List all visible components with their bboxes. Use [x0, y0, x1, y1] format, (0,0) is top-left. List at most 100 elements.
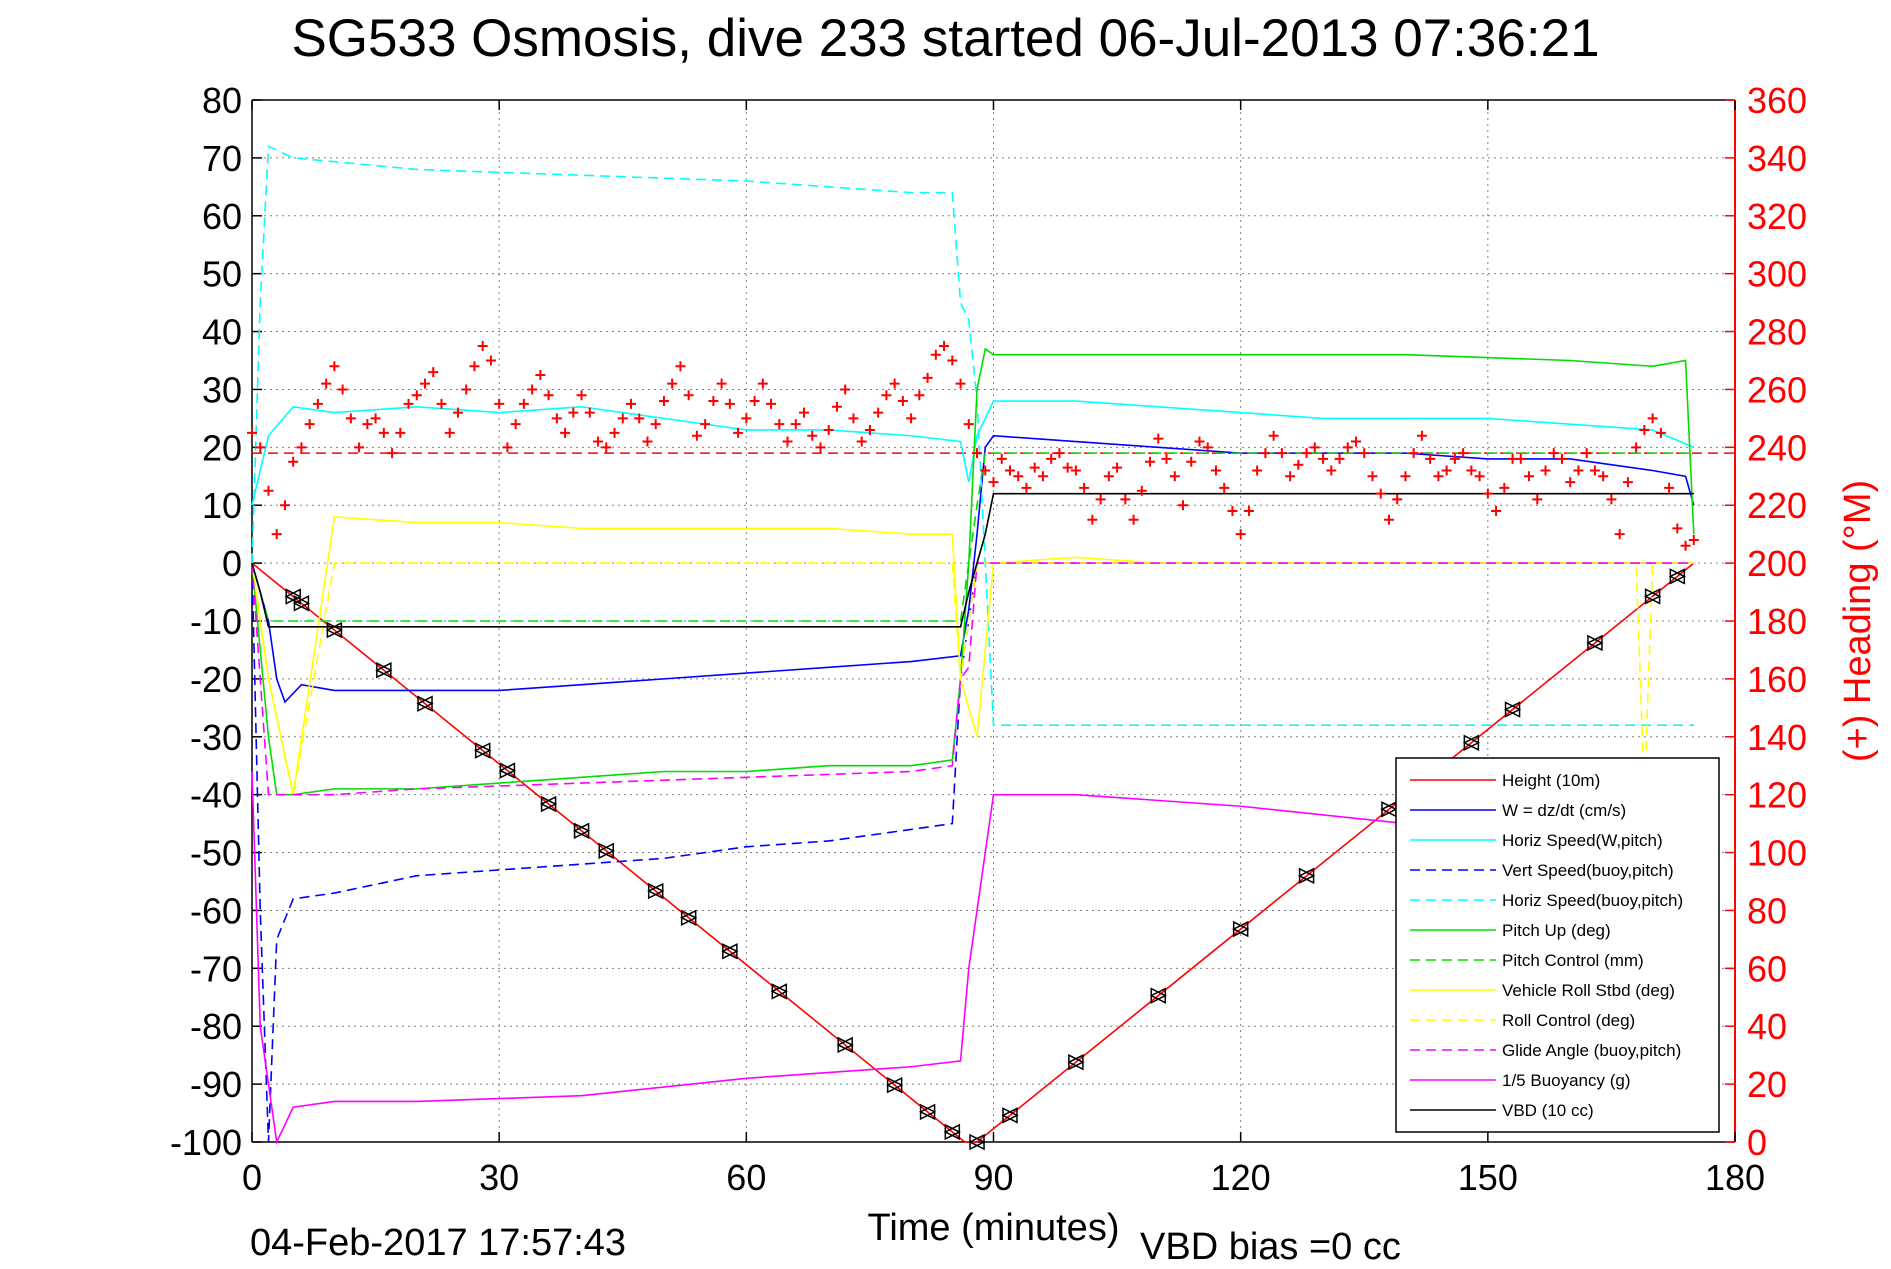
heading-point	[1672, 523, 1683, 534]
y-right-axis-label: (+) Heading (°M)	[1837, 480, 1879, 762]
series-line-11	[251, 771, 1406, 1145]
heading-point	[551, 413, 562, 424]
y-tick-label: -70	[190, 948, 242, 989]
heading-point	[873, 407, 884, 418]
heading-point	[1631, 442, 1642, 453]
heading-point	[1482, 488, 1493, 499]
heading-point	[543, 390, 554, 401]
heading-point	[1029, 462, 1040, 473]
height-marker	[1668, 568, 1687, 585]
y-right-tick-label: 180	[1747, 601, 1807, 642]
heading-point	[1416, 430, 1427, 441]
heading-point	[1606, 494, 1617, 505]
legend-label: Vehicle Roll Stbd (deg)	[1502, 981, 1675, 1000]
heading-point	[576, 390, 587, 401]
heading-point	[518, 398, 529, 409]
heading-point	[1054, 448, 1065, 459]
y-right-tick-label: 320	[1747, 196, 1807, 237]
heading-point	[288, 456, 299, 467]
heading-point	[568, 407, 579, 418]
heading-point	[1688, 534, 1699, 545]
height-marker	[721, 943, 739, 960]
heading-point	[1004, 465, 1015, 476]
heading-point	[279, 500, 290, 511]
heading-point	[1622, 477, 1633, 488]
y-right-tick-label: 280	[1747, 312, 1807, 353]
heading-point	[362, 419, 373, 430]
heading-point	[354, 442, 365, 453]
heading-point	[930, 349, 941, 360]
heading-point	[1128, 514, 1139, 525]
height-marker	[284, 588, 302, 605]
heading-point	[889, 378, 900, 389]
legend-label: VBD (10 cc)	[1502, 1101, 1594, 1120]
heading-point	[1103, 471, 1114, 482]
heading-point	[312, 398, 323, 409]
series-line-10	[251, 562, 1694, 796]
legend-label: Glide Angle (buoy,pitch)	[1502, 1041, 1681, 1060]
legend-label: W = dz/dt (cm/s)	[1502, 801, 1626, 820]
y-right-tick-label: 240	[1747, 427, 1807, 468]
heading-point	[906, 413, 917, 424]
heading-point	[444, 427, 455, 438]
heading-point	[766, 398, 777, 409]
y-tick-label: -20	[190, 659, 242, 700]
series-line-9	[251, 562, 1694, 795]
height-marker	[918, 1103, 937, 1121]
heading-point	[1285, 471, 1296, 482]
heading-point	[1680, 540, 1691, 551]
y-right-tick-label: 260	[1747, 369, 1807, 410]
y-tick-label: -30	[190, 717, 242, 758]
x-tick-label: 0	[242, 1157, 262, 1198]
heading-point	[675, 361, 686, 372]
heading-point	[296, 442, 307, 453]
y-right-tick-label: 100	[1747, 833, 1807, 874]
y-tick-label: -50	[190, 833, 242, 874]
series-line-5	[251, 145, 1694, 727]
heading-point	[634, 413, 645, 424]
heading-point	[378, 427, 389, 438]
height-marker	[968, 1133, 986, 1151]
heading-point	[708, 396, 719, 407]
y-right-tick-label: 300	[1747, 254, 1807, 295]
heading-point	[255, 442, 266, 453]
heading-point	[741, 413, 752, 424]
heading-point	[823, 424, 834, 435]
y-tick-label: 40	[202, 312, 242, 353]
heading-point	[1433, 471, 1444, 482]
heading-point	[1458, 448, 1469, 459]
heading-point	[807, 430, 818, 441]
heading-point	[1556, 453, 1567, 464]
height-marker	[498, 762, 517, 779]
height-marker	[770, 983, 788, 1000]
heading-point	[247, 427, 257, 438]
y-tick-label: 50	[202, 254, 242, 295]
legend-label: Pitch Up (deg)	[1502, 921, 1611, 940]
heading-point	[345, 413, 356, 424]
heading-point	[1013, 471, 1024, 482]
y-right-tick-label: 220	[1747, 485, 1807, 526]
chart-title: SG533 Osmosis, dive 233 started 06-Jul-2…	[291, 9, 1600, 68]
y-tick-label: -90	[190, 1064, 242, 1105]
height-marker	[375, 661, 393, 679]
heading-point	[881, 390, 892, 401]
heading-point	[1252, 465, 1263, 476]
heading-point	[1186, 456, 1197, 467]
height-marker	[292, 595, 311, 612]
legend-label: Horiz Speed(W,pitch)	[1502, 831, 1663, 850]
heading-point	[650, 419, 661, 430]
height-marker	[1503, 701, 1522, 718]
heading-point	[387, 448, 398, 459]
heading-point	[848, 413, 859, 424]
heading-point	[1367, 471, 1378, 482]
heading-point	[1021, 482, 1032, 493]
heading-point	[1581, 448, 1592, 459]
legend-label: Horiz Speed(buoy,pitch)	[1502, 891, 1683, 910]
heading-point	[955, 378, 966, 389]
heading-point	[1046, 453, 1057, 464]
y-tick-label: -40	[190, 775, 242, 816]
heading-point	[724, 398, 735, 409]
heading-point	[1515, 453, 1526, 464]
heading-point	[304, 419, 315, 430]
